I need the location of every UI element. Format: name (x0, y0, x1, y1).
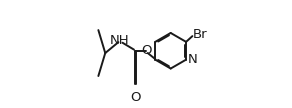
Text: O: O (141, 44, 152, 57)
Text: O: O (130, 91, 140, 104)
Text: NH: NH (110, 34, 129, 47)
Text: Br: Br (193, 29, 208, 41)
Text: N: N (188, 53, 198, 66)
